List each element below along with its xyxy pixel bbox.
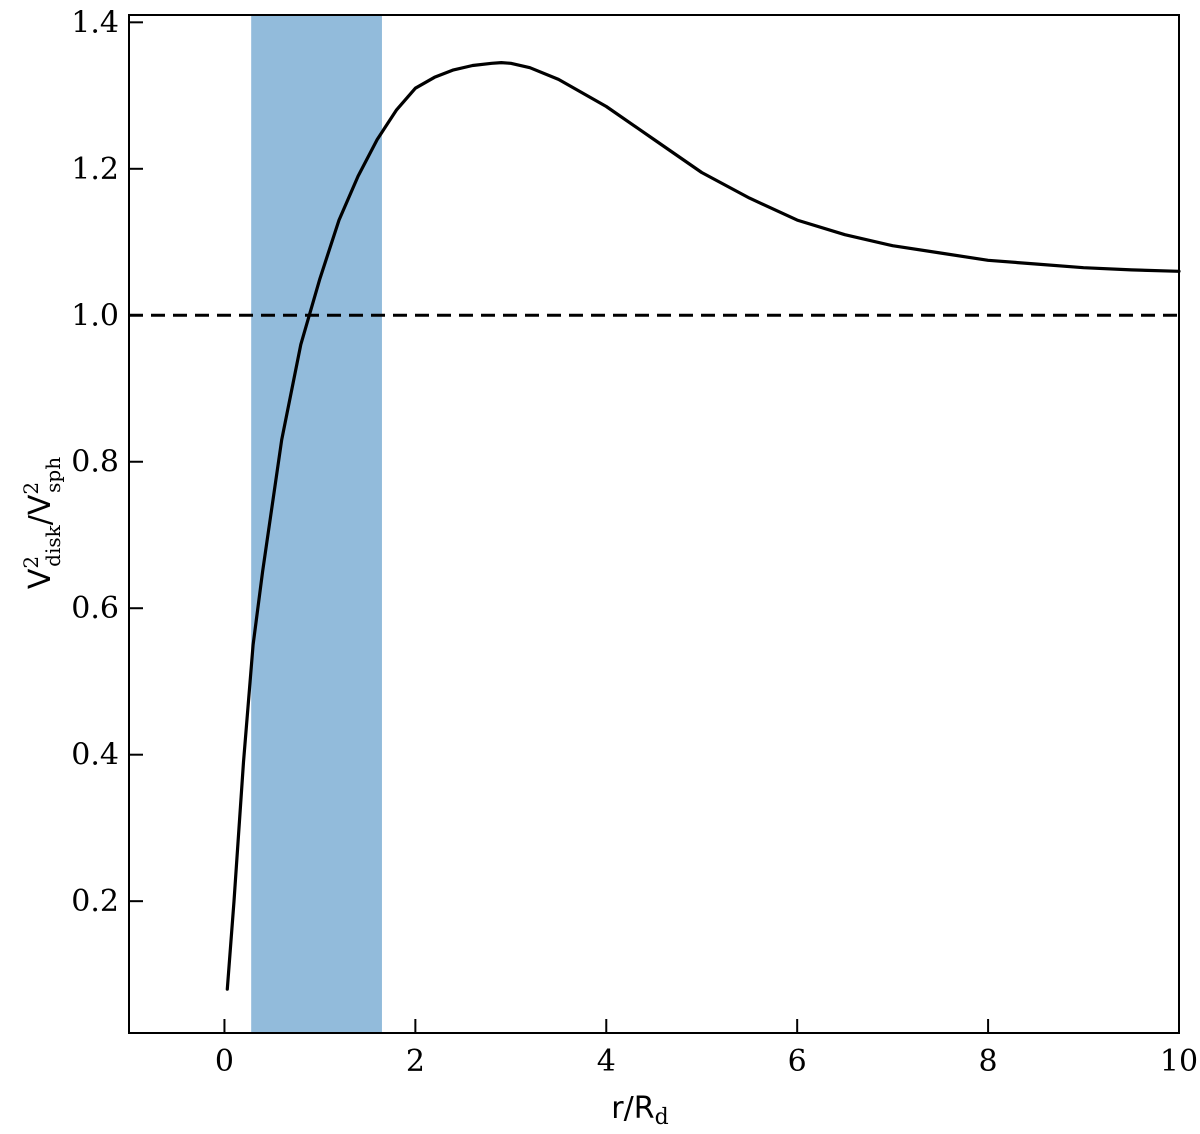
x-tick-label: 6 [788,1044,807,1079]
y-axis-label: V2disk/V2sph [19,457,65,589]
x-tick-label: 8 [979,1044,998,1079]
y-tick-label: 0.4 [71,738,119,773]
y-tick-label: 0.2 [71,884,119,919]
shaded-band [251,15,382,1033]
y-tick-label: 0.6 [71,591,119,626]
x-tick-label: 4 [597,1044,616,1079]
series-line [225,61,1181,991]
y-tick-label: 1.0 [71,298,119,333]
plot-frame [128,14,1180,1034]
x-tick-label: 2 [406,1044,425,1079]
y-tick-label: 1.2 [71,152,119,187]
x-tick-label: 10 [1160,1044,1198,1079]
y-tick-label: 1.4 [71,5,119,40]
x-tick-label: 0 [215,1044,234,1079]
x-axis-label: r/Rd [611,1091,668,1130]
y-tick-label: 0.8 [71,445,119,480]
